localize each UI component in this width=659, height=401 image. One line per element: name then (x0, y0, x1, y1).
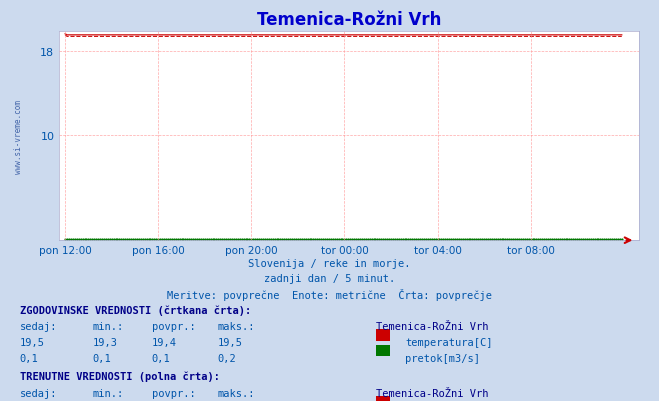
Text: 19,3: 19,3 (92, 338, 117, 348)
Text: ZGODOVINSKE VREDNOSTI (črtkana črta):: ZGODOVINSKE VREDNOSTI (črtkana črta): (20, 305, 251, 315)
Text: Temenica-RoŽni Vrh: Temenica-RoŽni Vrh (376, 388, 488, 398)
Text: min.:: min.: (92, 388, 123, 398)
Text: 0,1: 0,1 (92, 353, 111, 363)
Text: www.si-vreme.com: www.si-vreme.com (14, 99, 23, 173)
Text: 0,1: 0,1 (152, 353, 170, 363)
Text: 19,5: 19,5 (217, 338, 243, 348)
Text: TRENUTNE VREDNOSTI (polna črta):: TRENUTNE VREDNOSTI (polna črta): (20, 371, 219, 381)
Text: min.:: min.: (92, 322, 123, 332)
Text: maks.:: maks.: (217, 388, 255, 398)
Text: Slovenija / reke in morje.: Slovenija / reke in morje. (248, 259, 411, 269)
Text: zadnji dan / 5 minut.: zadnji dan / 5 minut. (264, 273, 395, 284)
Text: pretok[m3/s]: pretok[m3/s] (405, 353, 480, 363)
Text: sedaj:: sedaj: (20, 322, 57, 332)
Text: 19,4: 19,4 (152, 338, 177, 348)
Text: 19,5: 19,5 (20, 338, 45, 348)
Text: 0,2: 0,2 (217, 353, 236, 363)
Title: Temenica-Rožni Vrh: Temenica-Rožni Vrh (257, 11, 442, 29)
Text: Meritve: povprečne  Enote: metrične  Črta: povprečje: Meritve: povprečne Enote: metrične Črta:… (167, 288, 492, 300)
Text: Temenica-RoŽni Vrh: Temenica-RoŽni Vrh (376, 322, 488, 332)
Text: povpr.:: povpr.: (152, 322, 195, 332)
Text: maks.:: maks.: (217, 322, 255, 332)
Text: 0,1: 0,1 (20, 353, 38, 363)
Text: temperatura[C]: temperatura[C] (405, 338, 493, 348)
Text: povpr.:: povpr.: (152, 388, 195, 398)
Text: sedaj:: sedaj: (20, 388, 57, 398)
